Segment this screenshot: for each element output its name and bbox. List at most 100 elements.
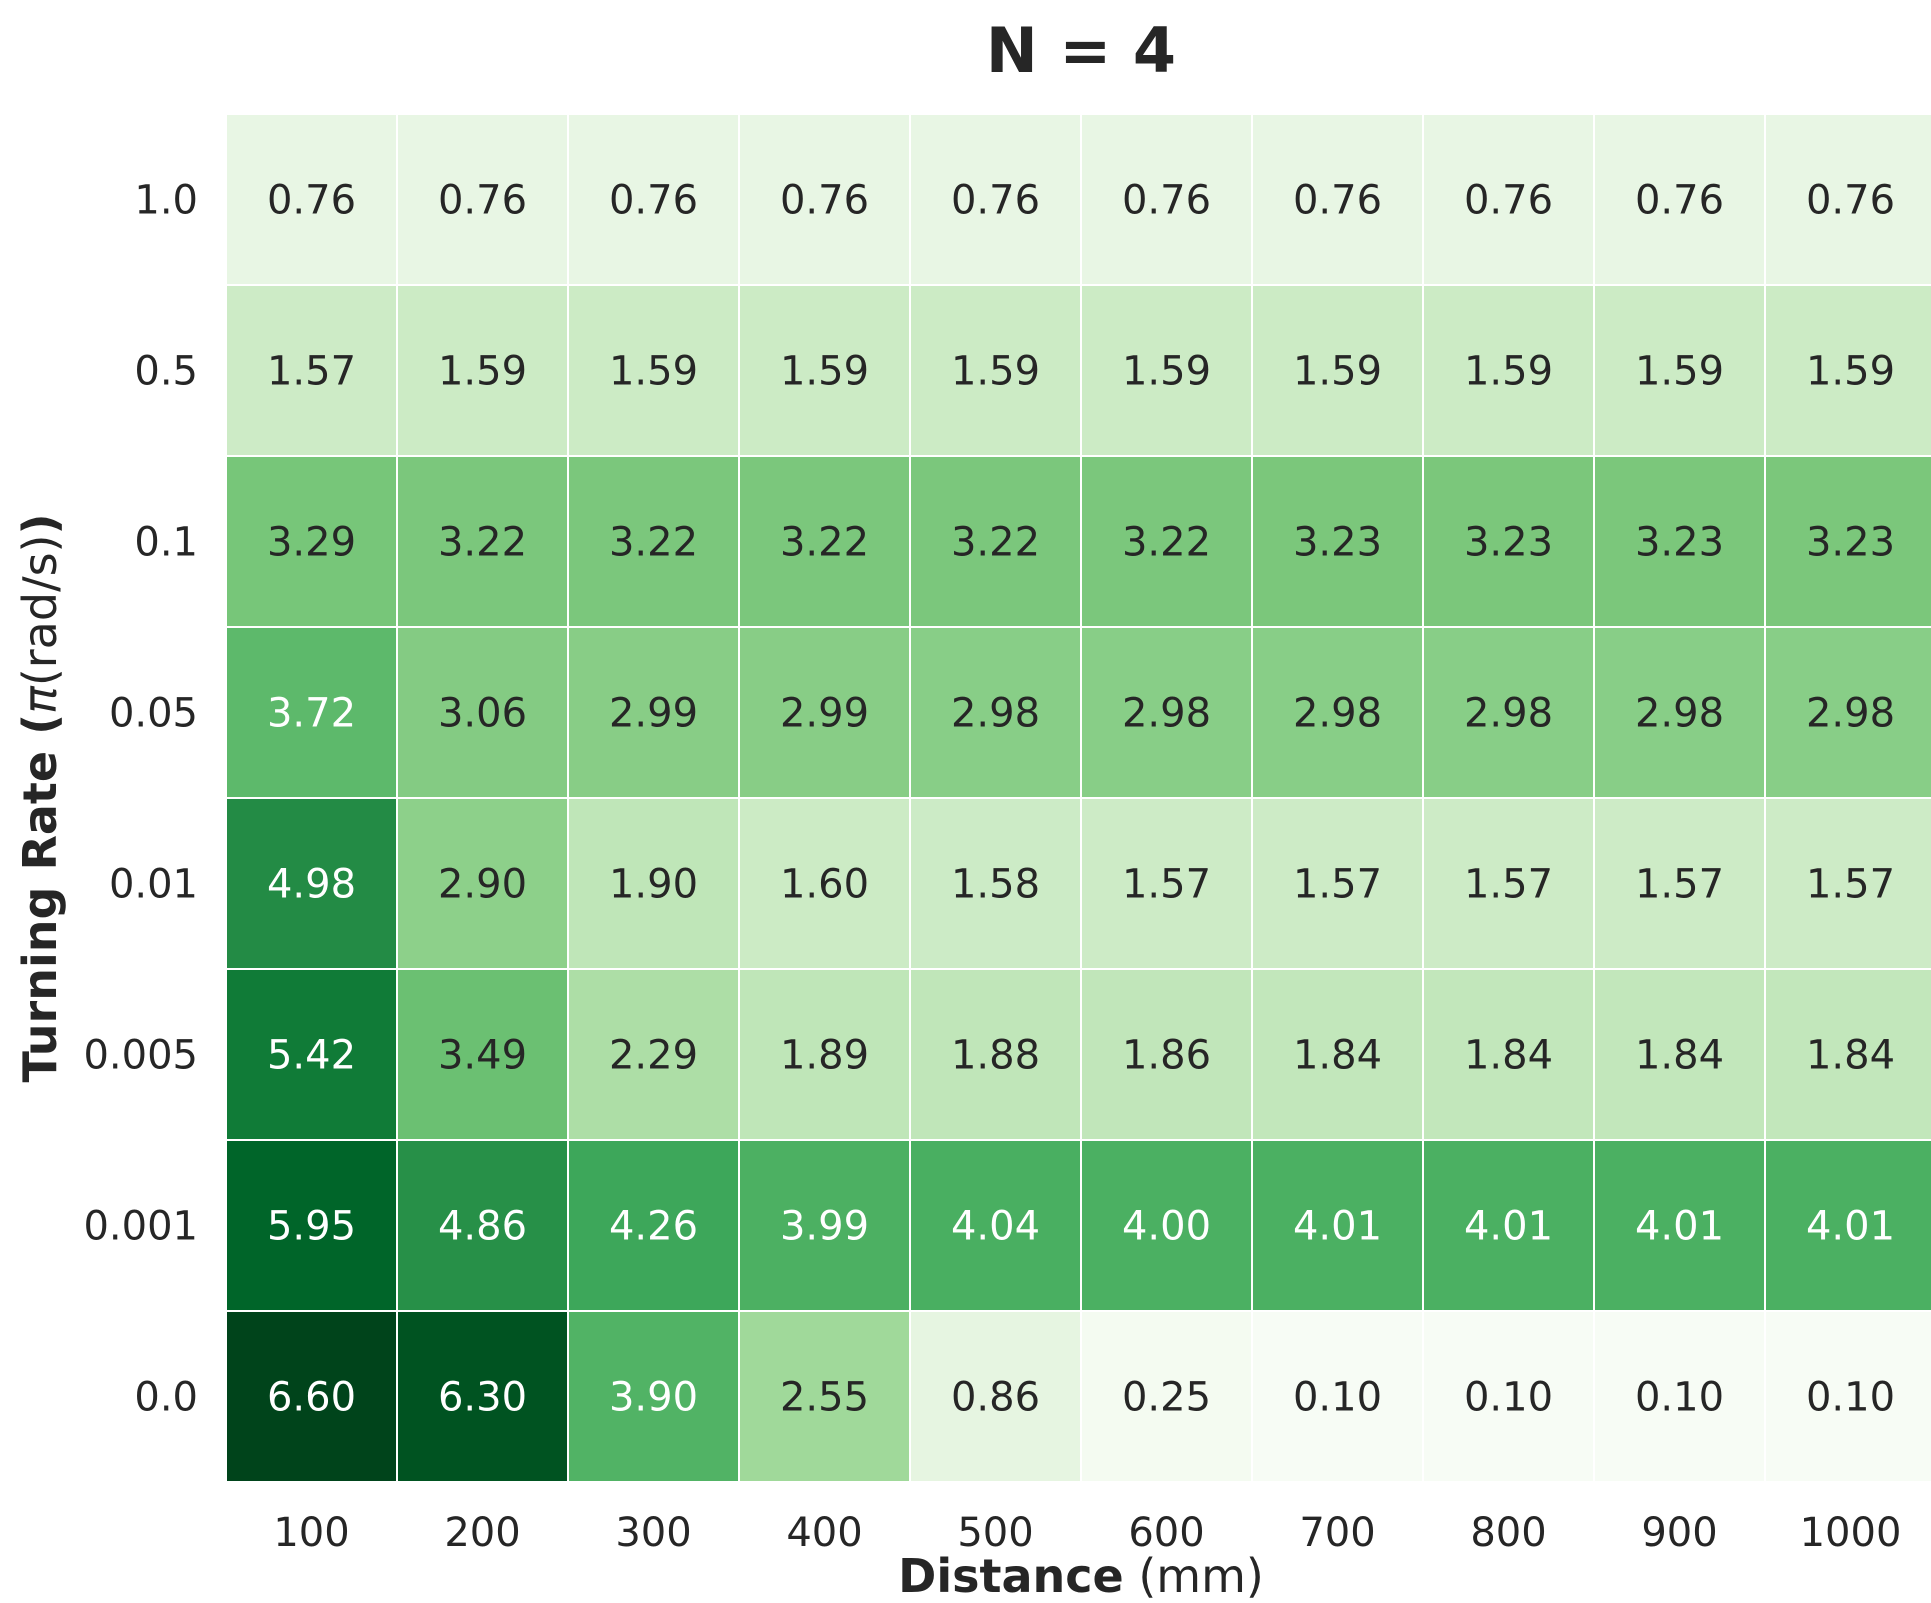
heatmap-cell-value: 0.76 [951,178,1040,224]
heatmap-cell-value: 4.98 [267,862,356,908]
heatmap-cell [1422,455,1595,628]
y-axis-label-unit: (rad/s) [13,535,67,687]
heatmap-cell-value: 4.04 [951,1204,1040,1250]
heatmap-cell-value: 3.06 [438,691,527,737]
heatmap-cell [1593,455,1766,628]
heatmap-cell [1593,626,1766,799]
heatmap-cell-value: 0.76 [438,178,527,224]
heatmap-cell-value: 1.88 [951,1033,1040,1079]
y-tick-label: 0.0 [134,1375,198,1421]
y-tick-label: 1.0 [134,178,198,224]
heatmap-cell-value: 1.57 [1122,862,1211,908]
heatmap-cell-value: 3.22 [609,520,698,566]
heatmap-cell [1593,1310,1766,1483]
heatmap-cell [1764,1139,1931,1312]
y-axis-label: Turning Rate (π(rad/s)) [13,513,67,1082]
chart-title: N = 4 [986,14,1176,87]
heatmap-cell-value: 0.10 [1464,1375,1553,1421]
x-tick-label: 900 [1641,1510,1717,1556]
heatmap-cell [1422,797,1595,970]
x-tick-label: 500 [957,1510,1033,1556]
heatmap-cell-value: 4.00 [1122,1204,1211,1250]
heatmap-cell-value: 0.10 [1635,1375,1724,1421]
heatmap-cell-value: 3.72 [267,691,356,737]
heatmap-cell-value: 1.59 [1293,349,1382,395]
heatmap-cell [1764,113,1931,286]
heatmap-cell [738,113,911,286]
heatmap-cell-value: 2.55 [780,1375,869,1421]
heatmap-cell [396,284,569,457]
heatmap-cell-value: 1.59 [1635,349,1724,395]
heatmap-cell-value: 4.26 [609,1204,698,1250]
heatmap-cell-value: 1.57 [1635,862,1724,908]
heatmap-cell-value: 3.29 [267,520,356,566]
heatmap-cell [1764,968,1931,1141]
heatmap-cell-value: 1.89 [780,1033,869,1079]
heatmap-cell-labels: 0.76 0.76 0.76 0.76 0.76 0.76 0.76 0.76 0.76 0.76… [267,178,1895,1421]
heatmap-cell-value: 1.84 [1635,1033,1724,1079]
heatmap-cell [1764,455,1931,628]
heatmap-cell [567,626,740,799]
heatmap-cell-value: 5.42 [267,1033,356,1079]
heatmap-cell [396,113,569,286]
heatmap-cell [567,455,740,628]
heatmap-cell [396,626,569,799]
heatmap-cell [1080,968,1253,1141]
heatmap-cell-value: 1.59 [609,349,698,395]
heatmap-cell-value: 1.60 [780,862,869,908]
heatmap-cell [1593,284,1766,457]
heatmap-cell [225,113,398,286]
heatmap-cell [909,455,1082,628]
heatmap-cell [1080,797,1253,970]
heatmap-cells [225,113,1931,1483]
heatmap-cell-value: 0.10 [1293,1375,1382,1421]
heatmap-cell-value: 2.99 [609,691,698,737]
heatmap-cell-value: 1.59 [1464,349,1553,395]
heatmap-cell-value: 0.76 [1122,178,1211,224]
heatmap-cell [567,797,740,970]
heatmap-cell [225,455,398,628]
heatmap-cell-value: 4.01 [1464,1204,1553,1250]
heatmap-cell-value: 1.57 [1806,862,1895,908]
heatmap-cell-value: 5.95 [267,1204,356,1250]
x-tick-label: 700 [1299,1510,1375,1556]
heatmap-cell [1764,284,1931,457]
heatmap-cell-value: 4.86 [438,1204,527,1250]
x-axis-label-main: Distance [898,1549,1124,1603]
heatmap-cell [1080,113,1253,286]
heatmap-cell [738,1139,911,1312]
heatmap-cell-value: 0.76 [267,178,356,224]
heatmap-cell-value: 2.98 [1806,691,1895,737]
heatmap-cell [1080,1310,1253,1483]
heatmap-cell [1764,1310,1931,1483]
heatmap-cell [1251,797,1424,970]
heatmap-cell-value: 2.98 [1464,691,1553,737]
x-tick-label: 800 [1470,1510,1546,1556]
heatmap-cell-value: 3.22 [951,520,1040,566]
heatmap-cell [225,1139,398,1312]
heatmap-cell-value: 1.59 [1806,349,1895,395]
heatmap-cell [738,797,911,970]
heatmap-cell [1422,968,1595,1141]
heatmap-cell [909,284,1082,457]
heatmap-cell-value: 1.57 [1464,862,1553,908]
heatmap-cell-value: 3.22 [438,520,527,566]
heatmap-cell [567,284,740,457]
heatmap-cell-value: 4.01 [1293,1204,1382,1250]
y-tick-label: 0.001 [83,1204,198,1250]
heatmap-cell-value: 1.84 [1293,1033,1382,1079]
heatmap-cell [909,797,1082,970]
heatmap-cell-value: 3.90 [609,1375,698,1421]
heatmap-cell-value: 0.76 [1635,178,1724,224]
x-axis-label: Distance (mm) [898,1549,1264,1603]
heatmap-cell-value: 1.84 [1464,1033,1553,1079]
y-tick-label: 0.01 [109,862,198,908]
heatmap-cell [909,1139,1082,1312]
heatmap-cell [225,284,398,457]
heatmap-cell-value: 2.98 [1122,691,1211,737]
heatmap-cell [1080,1139,1253,1312]
heatmap-cell [1422,113,1595,286]
y-tick-label: 0.005 [83,1033,198,1079]
heatmap-cell [909,1310,1082,1483]
